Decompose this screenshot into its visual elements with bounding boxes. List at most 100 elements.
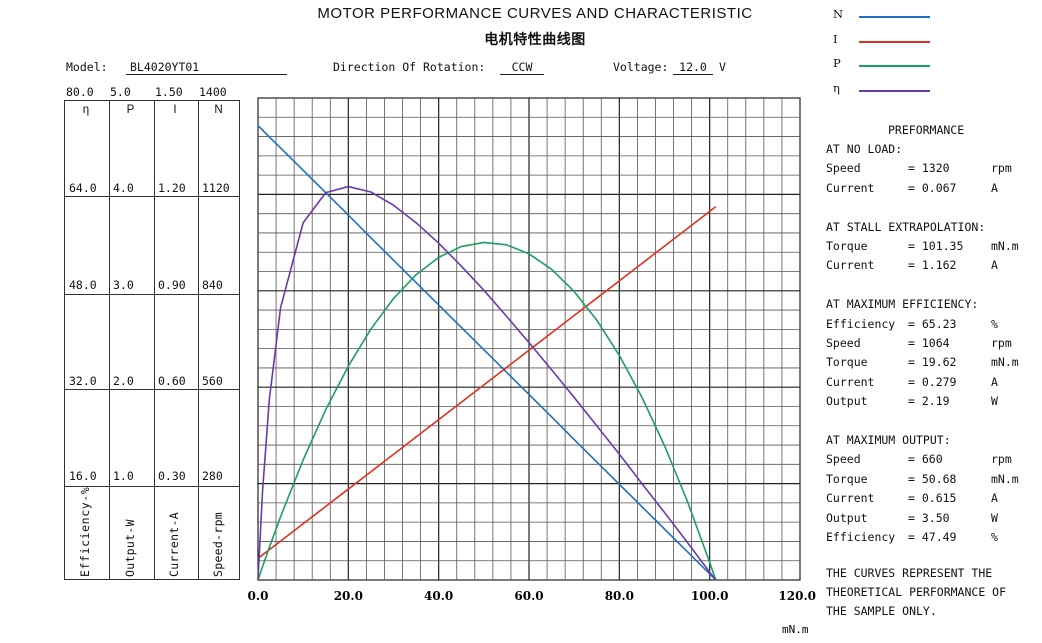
legend-line (859, 89, 930, 92)
model-label: Model: (66, 60, 108, 74)
section-heading: AT MAXIMUM OUTPUT: (826, 433, 951, 447)
row-value: = 65.23 (908, 316, 957, 331)
chart-subtitle: 电机特性曲线图 (484, 31, 586, 47)
series-line-current (257, 205, 717, 560)
axis-tick: 0.90 (158, 278, 186, 292)
series-line-speed (257, 124, 717, 581)
axis-tick: 0.60 (158, 374, 186, 388)
legend-label: P (833, 56, 841, 70)
axis-tick: 64.0 (69, 181, 97, 195)
x-tick-label: 80.0 (605, 589, 634, 603)
row-label: Torque (826, 355, 868, 370)
note-line: THE SAMPLE ONLY. (826, 604, 937, 618)
row-value: = 1.162 (908, 258, 957, 273)
legend-label: η (833, 80, 840, 95)
axis-tick: 1.0 (113, 469, 134, 483)
axis-symbol: P (126, 104, 135, 116)
row-value: = 47.49 (908, 530, 957, 544)
row-value: = 1320 (908, 161, 950, 176)
axis-tick: 32.0 (69, 374, 97, 388)
row-label: Current (826, 374, 875, 389)
row-label: Current (826, 180, 875, 195)
row-value: = 0.067 (908, 180, 957, 195)
row-label: Current (826, 258, 875, 273)
x-tick-label: 120.0 (778, 589, 816, 603)
section-heading: AT NO LOAD: (826, 142, 903, 156)
axis-tick: 1400 (199, 85, 227, 99)
row-label: Efficiency (826, 316, 896, 331)
axis-tick: 5.0 (110, 85, 131, 99)
row-unit: rpm (991, 161, 1012, 176)
row-unit: W (991, 510, 998, 525)
row-unit: A (991, 374, 998, 389)
axis-table (64, 100, 240, 580)
axis-symbol: η (82, 104, 90, 116)
section-heading: AT MAXIMUM EFFICIENCY: (826, 297, 979, 312)
chart-title: MOTOR PERFORMANCE CURVES AND CHARACTERIS… (317, 5, 753, 22)
voltage-label: Voltage: (613, 60, 669, 74)
row-value: = 3.50 (908, 510, 950, 525)
series-line-output (257, 241, 717, 581)
row-unit: % (991, 530, 998, 544)
axis-tick: 2.0 (113, 374, 134, 388)
axis-tick: 560 (202, 374, 223, 388)
row-label: Current (826, 491, 875, 506)
row-unit: A (991, 491, 998, 506)
row-unit: A (991, 180, 998, 195)
row-unit: mN.m (991, 471, 1019, 486)
direction-value: CCW (500, 61, 544, 75)
row-unit: % (991, 316, 998, 331)
row-unit: mN.m (991, 355, 1019, 370)
row-value: = 660 (908, 452, 943, 467)
x-tick-label: 0.0 (248, 589, 269, 603)
row-value: = 0.615 (908, 491, 957, 506)
row-label: Output (826, 510, 868, 525)
row-unit: W (991, 394, 998, 409)
axis-tick: 4.0 (113, 181, 134, 195)
axis-tick: 0.30 (158, 469, 186, 483)
row-label: Torque (826, 239, 868, 253)
row-value: = 101.35 (908, 239, 964, 253)
axis-tick: 1.50 (155, 85, 183, 99)
legend-label: I (833, 31, 838, 46)
axis-tick: 80.0 (66, 85, 94, 99)
axis-tick: 1120 (202, 181, 230, 195)
row-unit: A (991, 258, 998, 273)
performance-title: PREFORMANCE (888, 123, 965, 137)
note-line: THE CURVES REPRESENT THE (826, 566, 993, 580)
voltage-unit: V (719, 60, 726, 74)
legend-line (859, 40, 930, 43)
legend-label: N (833, 7, 844, 21)
voltage-value: 12.0 (673, 61, 713, 75)
section-heading: AT STALL EXTRAPOLATION: (826, 219, 986, 234)
note-line: THEORETICAL PERFORMANCE OF (826, 585, 1007, 599)
row-value: = 50.68 (908, 471, 957, 486)
row-unit: rpm (991, 336, 1012, 350)
axis-tick: 16.0 (69, 469, 97, 483)
series-line-efficiency (257, 185, 717, 581)
legend-line (859, 65, 930, 67)
direction-label: Direction Of Rotation: (333, 60, 486, 74)
row-label: Torque (826, 471, 868, 486)
row-value: = 0.279 (908, 374, 957, 389)
axis-symbol: I (173, 104, 177, 116)
row-label: Speed (826, 336, 861, 350)
row-value: = 2.19 (908, 394, 950, 409)
row-value: = 19.62 (908, 355, 957, 370)
row-label: Output (826, 394, 868, 409)
axis-tick: 280 (202, 469, 223, 483)
axis-tick: 3.0 (113, 278, 134, 292)
legend-line (859, 16, 930, 18)
axis-tick: 1.20 (158, 181, 186, 195)
x-axis-label: mN.m (782, 623, 809, 636)
row-unit: mN.m (991, 239, 1019, 253)
x-tick-label: 40.0 (424, 589, 453, 603)
x-tick-label: 60.0 (514, 589, 543, 603)
row-label: Efficiency (826, 530, 896, 544)
row-label: Speed (826, 161, 861, 176)
model-value: BL4020YT01 (126, 61, 287, 75)
axis-tick: 840 (202, 278, 223, 292)
row-value: = 1064 (908, 336, 950, 350)
x-tick-label: 20.0 (334, 589, 363, 603)
